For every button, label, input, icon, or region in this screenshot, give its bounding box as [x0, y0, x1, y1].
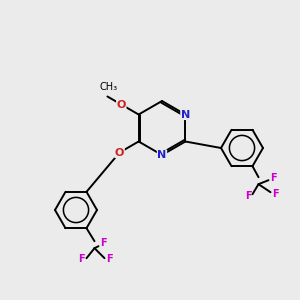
Text: F: F — [270, 173, 277, 183]
Text: F: F — [245, 191, 252, 201]
Text: F: F — [272, 189, 279, 199]
Text: N: N — [158, 150, 166, 160]
Text: F: F — [100, 238, 107, 248]
Text: O: O — [117, 100, 126, 110]
Text: O: O — [115, 148, 124, 158]
Text: F: F — [78, 254, 85, 264]
Text: N: N — [181, 110, 190, 119]
Text: CH₃: CH₃ — [99, 82, 118, 92]
Text: F: F — [106, 254, 113, 264]
